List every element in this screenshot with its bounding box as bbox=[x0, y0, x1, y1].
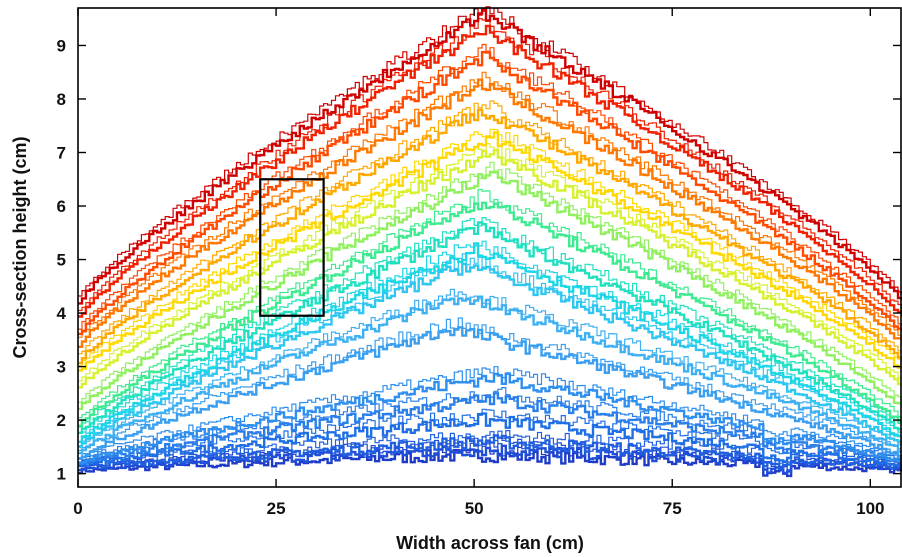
profile-line bbox=[78, 366, 902, 459]
profile-line bbox=[78, 372, 902, 465]
profile-line bbox=[78, 412, 902, 468]
profile-line bbox=[78, 221, 902, 434]
y-tick-label: 4 bbox=[57, 304, 67, 323]
x-tick-label: 0 bbox=[73, 499, 82, 518]
x-tick-label: 25 bbox=[267, 499, 286, 518]
y-tick-label: 3 bbox=[57, 358, 66, 377]
plot-frame bbox=[77, 7, 902, 488]
y-tick-label: 5 bbox=[57, 251, 66, 270]
x-tick-label: 75 bbox=[663, 499, 682, 518]
y-tick-label: 9 bbox=[57, 36, 66, 55]
profile-line bbox=[78, 201, 902, 428]
y-tick-label: 1 bbox=[57, 465, 66, 484]
x-tick-label: 50 bbox=[465, 499, 484, 518]
profile-line bbox=[78, 18, 902, 313]
profile-line bbox=[78, 288, 902, 448]
profile-line bbox=[78, 161, 902, 403]
profile-line bbox=[78, 8, 902, 305]
profile-line bbox=[78, 295, 902, 455]
y-tick-label: 8 bbox=[57, 90, 66, 109]
profile-line bbox=[78, 217, 902, 426]
profile-line bbox=[78, 100, 902, 355]
profile-line bbox=[78, 253, 902, 443]
x-axis-label: Width across fan (cm) bbox=[396, 533, 584, 553]
profile-line bbox=[78, 71, 902, 339]
profile-line bbox=[78, 242, 902, 443]
profile-line bbox=[78, 128, 902, 367]
profile-line bbox=[78, 240, 902, 435]
y-tick-label: 2 bbox=[57, 411, 66, 430]
y-axis-label: Cross-section height (cm) bbox=[10, 136, 30, 358]
profile-line bbox=[78, 43, 902, 330]
series-layer bbox=[78, 6, 902, 478]
y-axis: 1 2 3 4 5 6 7 8 9 bbox=[57, 36, 901, 484]
y-tick-label: 6 bbox=[57, 197, 66, 216]
inset-box bbox=[259, 178, 325, 317]
y-tick-label: 7 bbox=[57, 144, 66, 163]
profile-line bbox=[78, 6, 902, 297]
profile-line bbox=[78, 148, 902, 389]
x-tick-label: 100 bbox=[856, 499, 884, 518]
profile-line bbox=[78, 78, 902, 348]
profile-line bbox=[78, 108, 902, 365]
profile-line bbox=[78, 448, 902, 478]
profile-line bbox=[78, 143, 902, 382]
profile-line bbox=[78, 317, 902, 453]
x-axis: 0 25 50 75 100 bbox=[73, 8, 884, 518]
profile-line bbox=[78, 170, 902, 411]
profile-line bbox=[78, 188, 902, 419]
